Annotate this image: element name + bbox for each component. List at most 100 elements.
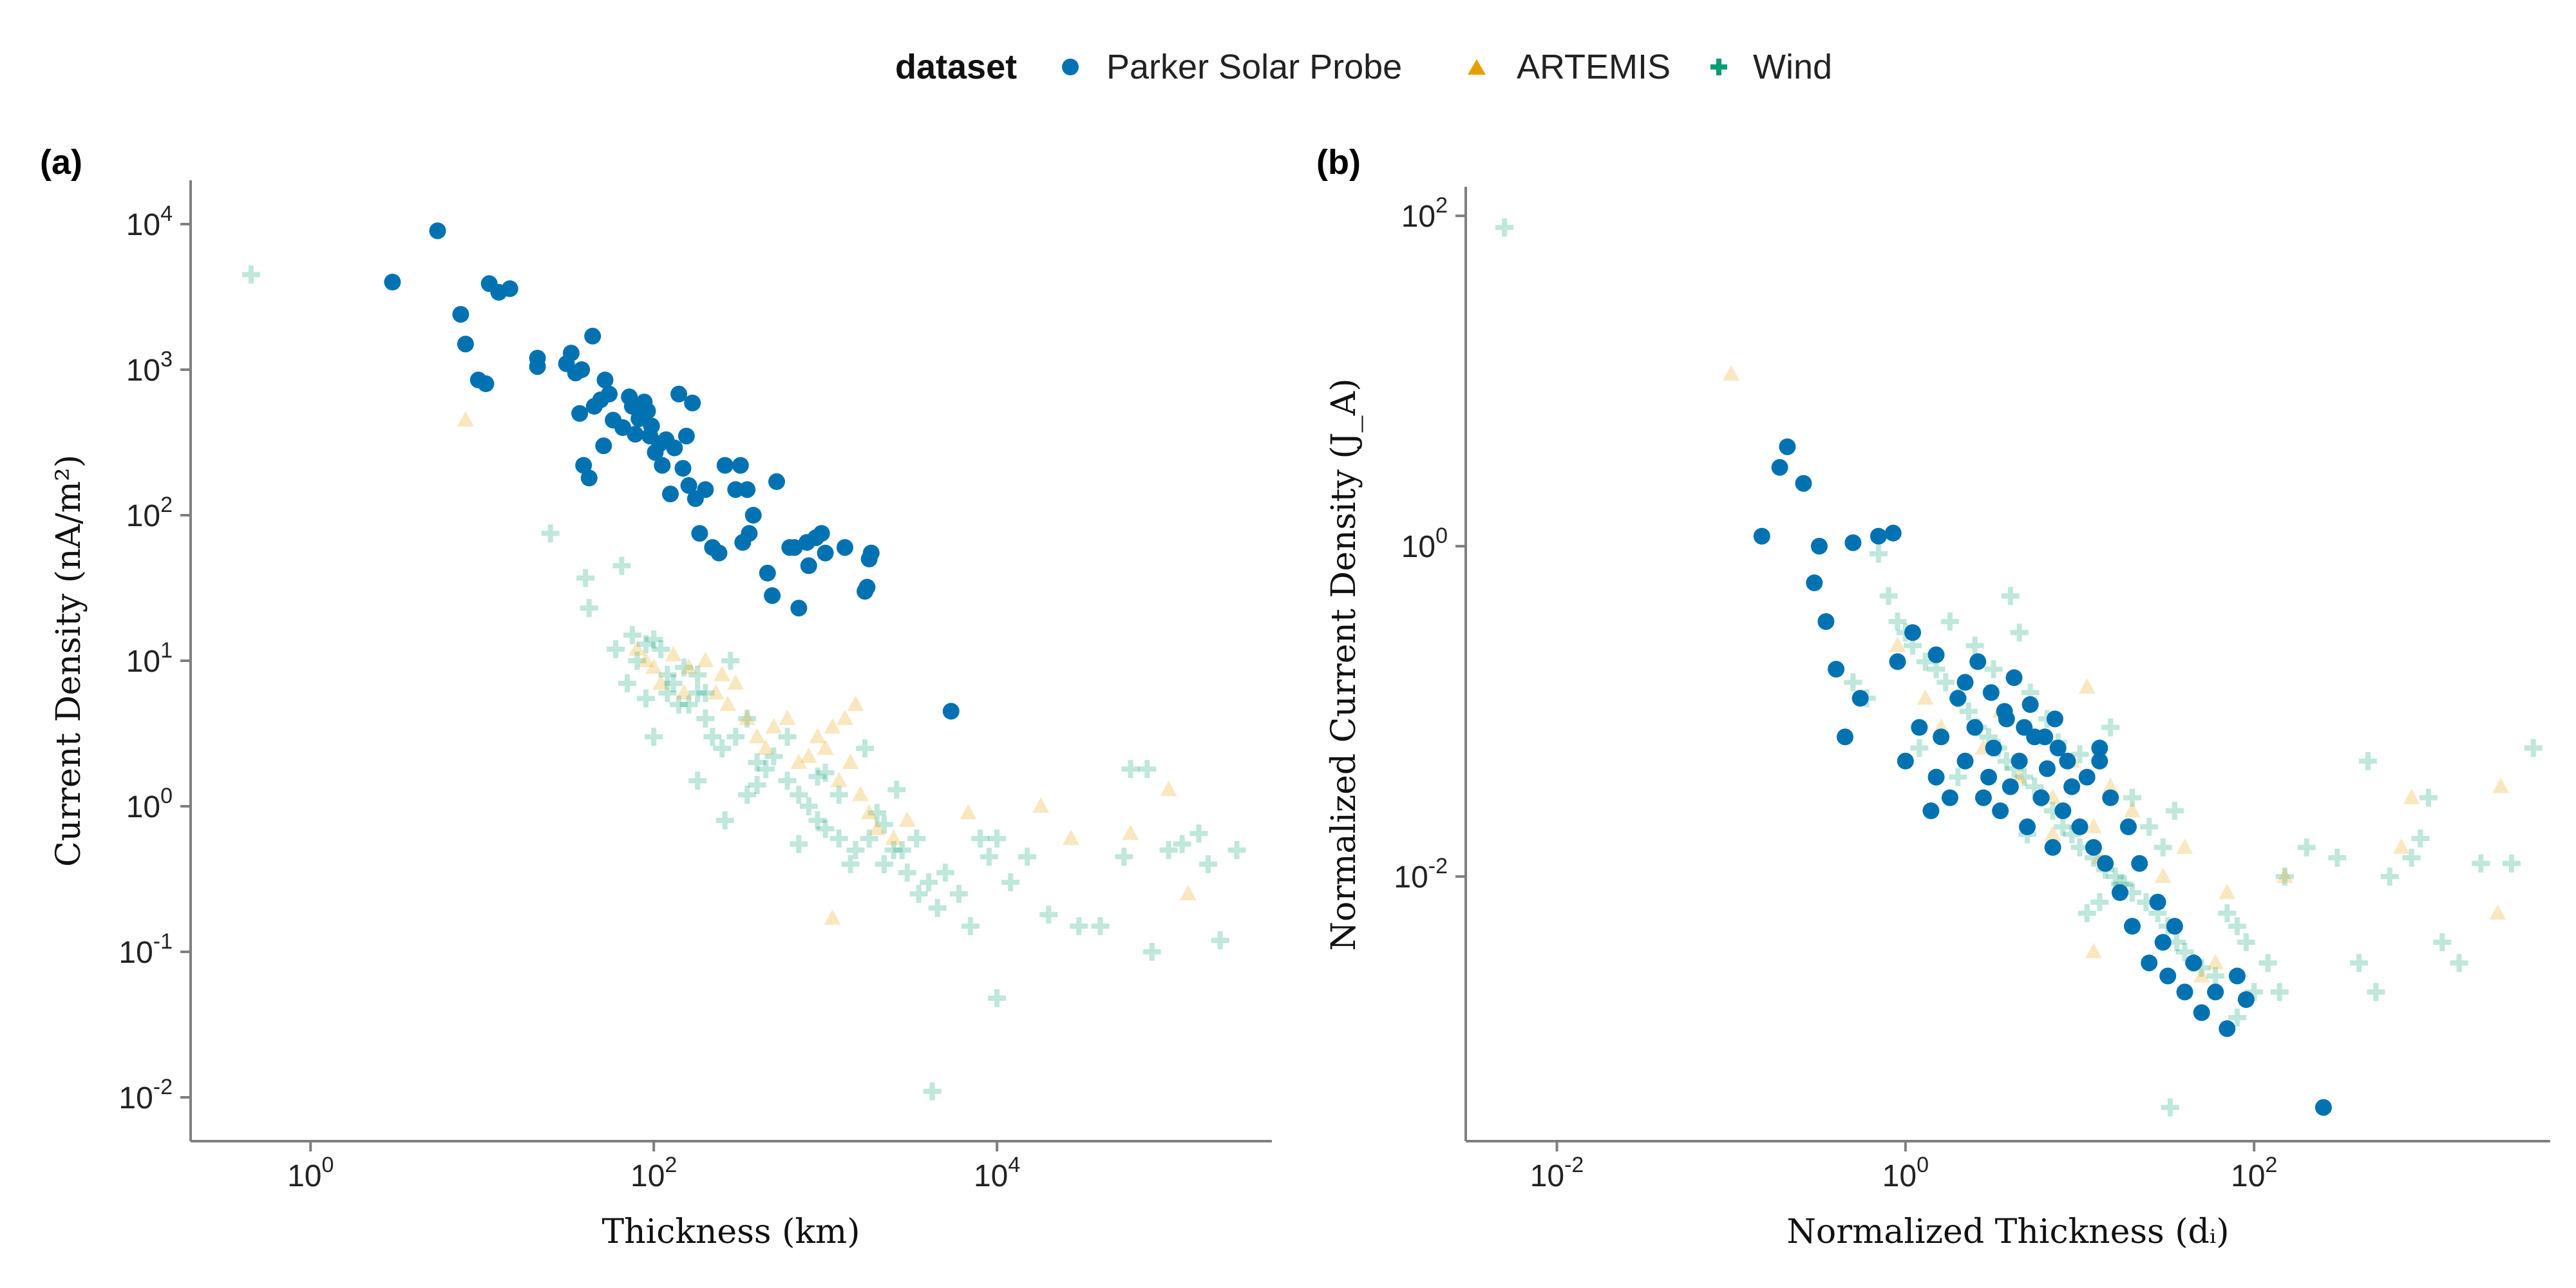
data-point — [2085, 817, 2102, 833]
data-point — [1837, 728, 1853, 746]
data-point — [726, 728, 745, 746]
data-point — [2097, 855, 2114, 872]
data-point — [858, 578, 876, 596]
legend: dataset Parker Solar Probe ARTEMIS Wind — [895, 48, 1832, 86]
data-point — [748, 728, 766, 744]
data-point — [1897, 752, 1914, 770]
data-point — [2063, 778, 2081, 795]
x-tick-label: 102 — [630, 1153, 677, 1193]
data-point — [2119, 818, 2137, 835]
data-point — [824, 909, 841, 925]
data-point — [757, 739, 775, 755]
data-point — [2403, 788, 2420, 804]
y-tick-label: 101 — [126, 638, 173, 679]
data-point — [2219, 1020, 2236, 1037]
data-point — [790, 600, 808, 617]
data-point — [645, 630, 663, 649]
data-point — [2032, 789, 2050, 806]
x-tick-label: 100 — [1882, 1153, 1929, 1193]
data-point — [2218, 904, 2237, 922]
data-point — [800, 557, 817, 574]
data-point — [2524, 739, 2543, 757]
data-point — [1870, 527, 1887, 545]
data-point — [2259, 954, 2277, 972]
data-point — [1063, 829, 1080, 846]
data-point — [1115, 848, 1133, 866]
data-point — [2044, 825, 2061, 841]
data-point — [721, 652, 740, 670]
data-point — [1927, 646, 1945, 663]
data-point — [817, 739, 834, 755]
data-point — [988, 989, 1007, 1008]
data-point — [816, 763, 835, 782]
y-tick-label: 10-2 — [1394, 854, 1448, 895]
data-point — [738, 709, 757, 728]
data-point — [1956, 752, 1974, 770]
data-point — [612, 556, 631, 575]
x-axis-title: Normalized Thickness (dᵢ) — [1786, 1213, 2229, 1251]
y-tick-label: 102 — [1401, 193, 1448, 234]
data-point — [2015, 768, 2034, 786]
x-tick-label: 100 — [287, 1153, 334, 1193]
data-point — [2123, 802, 2141, 818]
data-point — [665, 645, 682, 661]
data-point — [2492, 777, 2510, 793]
data-point — [696, 709, 715, 728]
data-point — [2091, 739, 2108, 757]
data-point — [960, 804, 977, 820]
data-point — [1039, 905, 1058, 924]
data-point — [2380, 867, 2399, 886]
data-point — [2102, 789, 2119, 806]
data-point — [713, 739, 732, 758]
data-point — [697, 652, 714, 667]
data-point — [2046, 710, 2063, 728]
data-point — [2001, 587, 2020, 605]
data-point — [846, 841, 865, 860]
data-point — [429, 222, 446, 240]
data-point — [757, 760, 775, 779]
x-axis-title: Thickness (km) — [602, 1213, 860, 1251]
data-point — [2038, 760, 2056, 777]
data-point — [674, 460, 692, 477]
data-point — [898, 811, 916, 827]
data-point — [1910, 739, 1929, 757]
data-point — [679, 696, 698, 714]
legend-marker-parker — [1062, 59, 1079, 75]
data-point — [920, 873, 938, 892]
data-point — [1879, 587, 1898, 605]
data-point — [654, 457, 671, 474]
panel-label: (a) — [40, 143, 82, 182]
data-point — [2071, 818, 2088, 835]
data-point — [1018, 848, 1037, 866]
data-point — [645, 728, 663, 746]
data-point — [856, 739, 875, 758]
data-point — [2402, 848, 2421, 867]
data-point — [1889, 636, 1906, 652]
data-point — [688, 684, 707, 703]
data-point — [529, 358, 546, 375]
data-point — [778, 772, 797, 790]
data-point — [2124, 918, 2141, 935]
data-point — [738, 786, 757, 804]
data-point — [2059, 752, 2076, 770]
data-point — [2165, 802, 2184, 820]
data-point — [727, 481, 744, 498]
data-point — [2022, 696, 2039, 713]
data-point — [2011, 752, 2028, 770]
data-point — [971, 829, 990, 848]
data-point — [1992, 802, 2009, 819]
data-point — [748, 753, 766, 772]
data-point — [614, 419, 632, 436]
data-point — [1959, 702, 1978, 721]
data-point — [837, 539, 853, 556]
data-point — [732, 457, 749, 474]
data-point — [1996, 703, 2013, 720]
data-point — [710, 544, 728, 562]
panel-a: (a) 100 102 104 10-2 10-1 100 101 102 103 104 Th… — [40, 143, 1272, 1251]
data-point — [2011, 768, 2028, 784]
data-point — [697, 481, 714, 498]
data-point — [1810, 538, 1828, 555]
data-point — [1927, 768, 1945, 786]
data-point — [2054, 802, 2072, 819]
